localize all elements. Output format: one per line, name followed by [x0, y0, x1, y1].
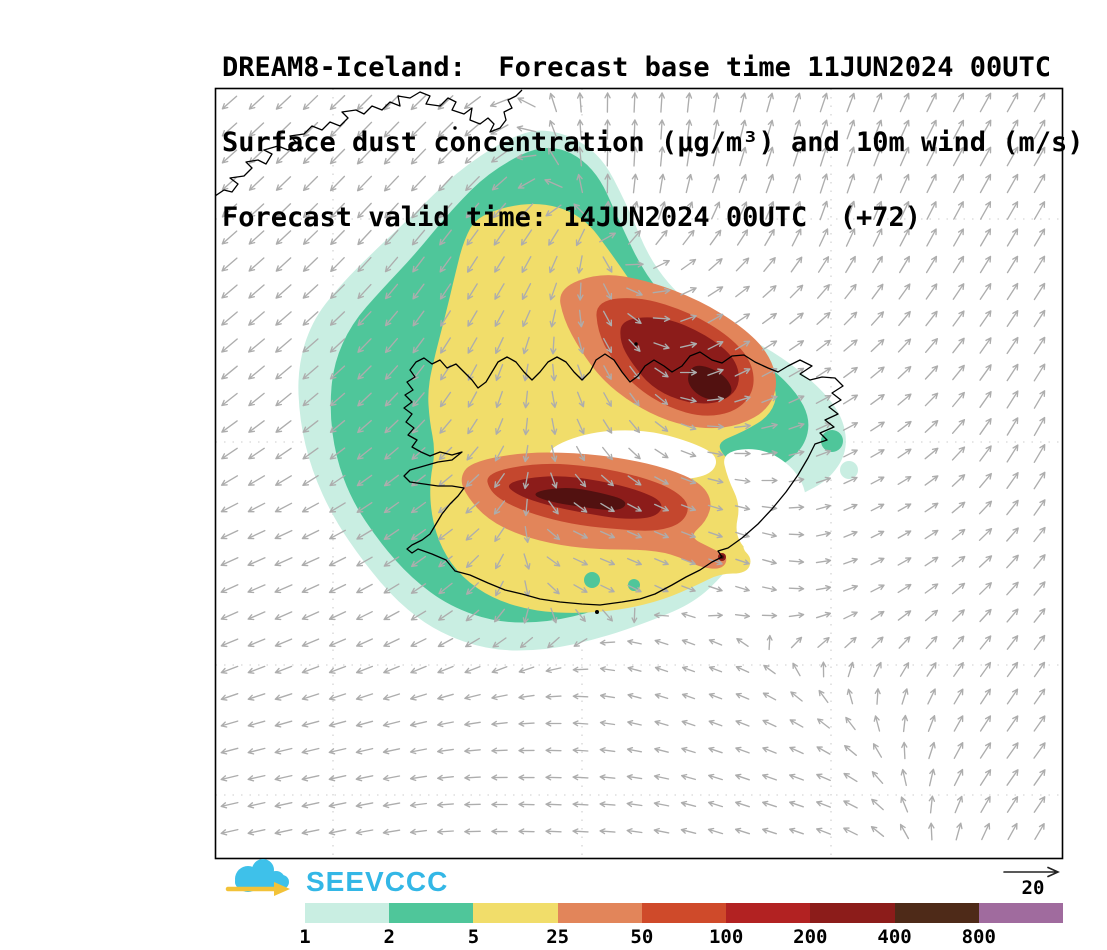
colorbar-segment — [473, 903, 558, 923]
seevccc-cloud-icon — [225, 859, 290, 896]
title-block: DREAM8-Iceland: Forecast base time 11JUN… — [222, 5, 1084, 280]
colorbar-segment — [305, 903, 390, 923]
colorbar-label: 400 — [877, 926, 912, 948]
wind-arrows — [220, 92, 1046, 841]
title-line-2: Surface dust concentration (µg/m³) and 1… — [222, 127, 1084, 158]
contour-green-spot-south-1 — [584, 572, 600, 588]
island-dot — [634, 342, 638, 346]
colorbar-segment — [810, 903, 895, 923]
colorbar-segment — [726, 903, 811, 923]
seevccc-wordmark: SEEVCCC — [306, 866, 449, 897]
island-dot — [453, 126, 457, 130]
island-dot — [474, 136, 478, 140]
colorbar-label: 800 — [961, 926, 996, 948]
dust-colorbar — [305, 903, 1063, 923]
colorbar-label: 200 — [793, 926, 828, 948]
colorbar-segment — [389, 903, 474, 923]
colorbar-label: 25 — [546, 926, 570, 948]
colorbar-segment — [641, 903, 727, 923]
title-line-3: Forecast valid time: 14JUN2024 00UTC (+7… — [222, 202, 921, 233]
colorbar-label: 2 — [383, 926, 395, 948]
greenland-coastline — [215, 89, 523, 197]
colorbar-segment — [978, 903, 1063, 923]
map-border — [214, 87, 1064, 860]
dust-colorbar-labels: 1 2 5 25 50 100 200 400 800 — [299, 926, 1063, 950]
contour-green-patch-east — [821, 430, 843, 452]
colorbar-label: 1 — [299, 926, 311, 948]
coastlines — [215, 89, 844, 614]
contour-cyan-patch-east — [840, 461, 858, 479]
colorbar-label: 50 — [630, 926, 654, 948]
island-dot — [300, 146, 304, 150]
title-line-1: DREAM8-Iceland: Forecast base time 11JUN… — [222, 52, 1052, 83]
colorbar-label: 5 — [467, 926, 480, 948]
wind-reference-arrow — [1003, 866, 1060, 878]
iceland-coastline — [403, 351, 844, 606]
island-dot — [595, 610, 599, 614]
contour-clean-slot-east — [724, 449, 806, 552]
colorbar-label: 100 — [708, 926, 744, 948]
colorbar-segment — [894, 903, 979, 923]
colorbar-segment — [557, 903, 642, 923]
wind-reference-label: 20 — [1021, 877, 1045, 899]
contour-green-spot-south-2 — [628, 579, 640, 591]
